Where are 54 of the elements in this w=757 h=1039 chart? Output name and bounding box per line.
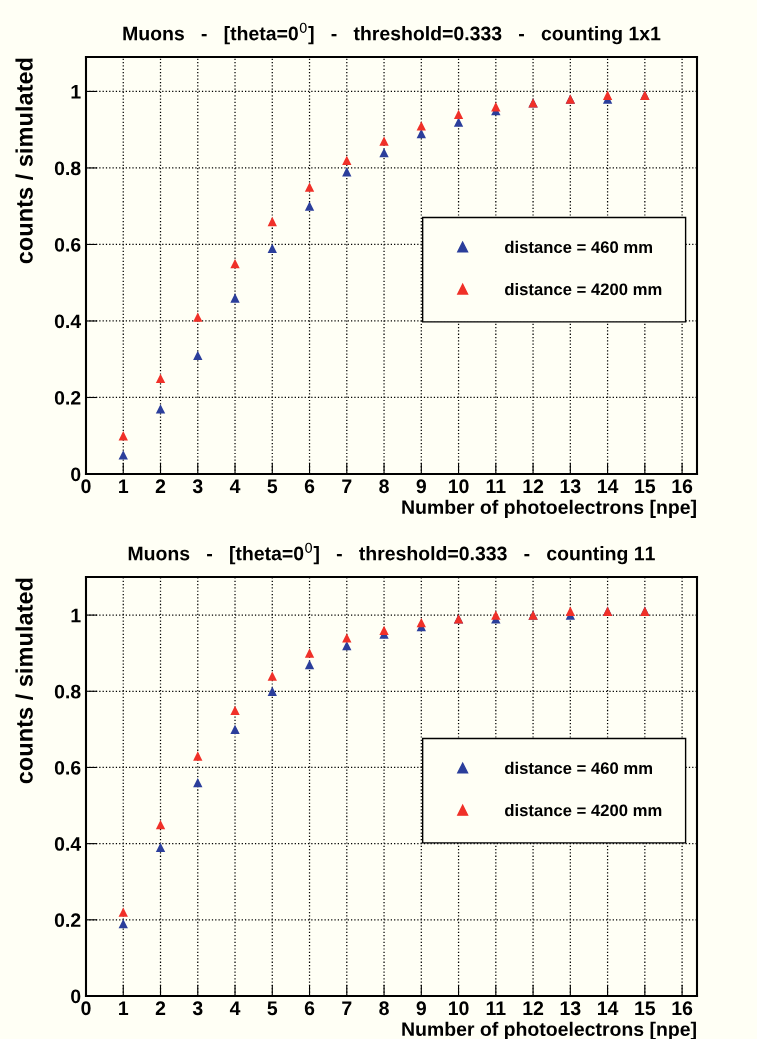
x-tick-label: 14 — [598, 479, 619, 493]
x-tick-label: 7 — [342, 479, 352, 493]
x-tick-label: 16 — [672, 479, 693, 494]
chart-title: Muons - [theta=0$^{0}$] - threshold=0.333 - counting 1x1 — [123, 22, 661, 45]
y-tick-label: 0.8 — [54, 684, 81, 699]
y-tick-label: 0.8 — [54, 161, 81, 176]
x-tick-label: 15 — [635, 1001, 656, 1016]
x-tick-label: 5 — [267, 1001, 278, 1016]
x-tick-label: 10 — [448, 1001, 469, 1016]
x-tick-label: 6 — [304, 1001, 315, 1016]
x-tick-label: 2 — [155, 479, 166, 493]
x-tick-label: 15 — [635, 479, 656, 494]
x-tick-label: 10 — [448, 479, 469, 494]
x-tick-label: 4 — [229, 1001, 241, 1015]
x-axis-title: Number of photoelectrons [npe] — [402, 1021, 696, 1039]
legend-label: distance = 4200 mm — [505, 804, 662, 817]
x-tick-label: 8 — [379, 1001, 389, 1016]
x-tick-label: 1 — [119, 479, 129, 493]
legend-label: distance = 4200 mm — [505, 283, 662, 296]
x-tick-label: 13 — [560, 1001, 581, 1016]
legend-label: distance = 460 mm — [505, 761, 652, 775]
y-tick-label: 0 — [71, 467, 81, 482]
y-tick-label: 0 — [71, 989, 81, 1004]
x-tick-label: 9 — [416, 1001, 426, 1016]
x-tick-label: 11 — [486, 1001, 506, 1015]
y-tick-label: 0.6 — [54, 760, 81, 775]
x-tick-label: 6 — [304, 479, 315, 494]
x-tick-label: 13 — [560, 479, 581, 494]
y-tick-label: 0.6 — [54, 237, 81, 252]
x-tick-label: 4 — [229, 479, 241, 493]
y-tick-label: 1 — [71, 85, 81, 99]
x-tick-label: 7 — [342, 1001, 352, 1015]
y-tick-label: 0.4 — [54, 314, 82, 329]
x-tick-label: 11 — [486, 479, 506, 493]
y-tick-label: 0.2 — [54, 913, 81, 928]
x-tick-label: 5 — [267, 479, 278, 494]
legend-label: distance = 460 mm — [505, 240, 652, 254]
x-tick-label: 2 — [155, 1001, 166, 1015]
x-tick-label: 8 — [379, 479, 389, 494]
y-tick-label: 0.4 — [54, 837, 82, 851]
x-tick-label: 3 — [192, 479, 203, 494]
x-tick-label: 16 — [672, 1001, 693, 1016]
x-tick-label: 3 — [192, 1001, 203, 1016]
x-tick-label: 14 — [598, 1001, 619, 1015]
y-axis-title: counts / simulated — [15, 578, 34, 784]
y-tick-label: 1 — [71, 608, 81, 623]
x-tick-label: 12 — [523, 479, 544, 493]
x-tick-label: 9 — [416, 479, 426, 494]
x-tick-label: 12 — [523, 1001, 544, 1015]
x-tick-label: 1 — [119, 1001, 129, 1015]
x-axis-title: Number of photoelectrons [npe] — [402, 499, 696, 518]
y-axis-title: counts / simulated — [15, 58, 34, 264]
chart-title: Muons - [theta=0$^{0}$] - threshold=0.333 - counting 11 — [128, 542, 655, 565]
y-tick-label: 0.2 — [54, 390, 81, 405]
